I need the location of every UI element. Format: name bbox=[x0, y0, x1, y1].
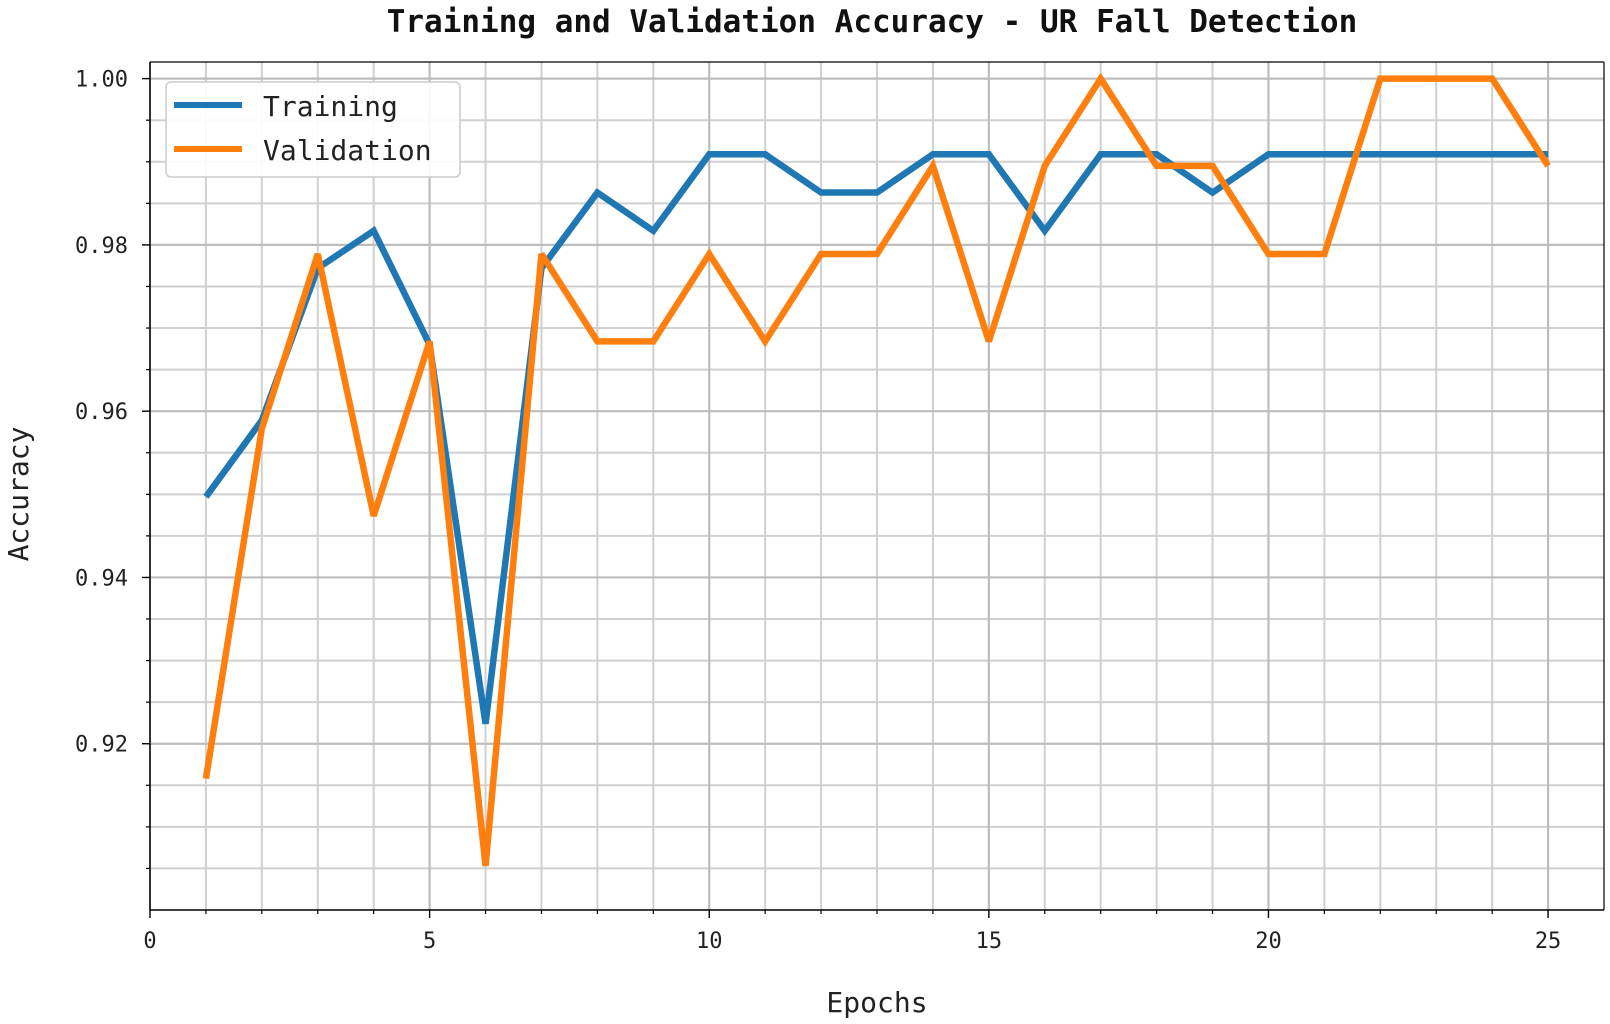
x-tick-label: 20 bbox=[1255, 929, 1282, 954]
y-axis-label: Accuracy bbox=[2, 427, 35, 562]
minor-gridlines bbox=[150, 62, 1604, 910]
x-tick-label: 0 bbox=[143, 929, 156, 954]
series-line-validation bbox=[202, 72, 1551, 867]
legend-label-validation: Validation bbox=[263, 134, 432, 167]
series-layer bbox=[202, 72, 1551, 867]
x-axis-label: Epochs bbox=[826, 986, 927, 1019]
y-tick-label: 1.00 bbox=[75, 68, 128, 93]
y-tick-label: 0.98 bbox=[75, 234, 128, 259]
y-tick-label: 0.92 bbox=[75, 733, 128, 758]
x-tick-label: 25 bbox=[1535, 929, 1562, 954]
chart-title: Training and Validation Accuracy - UR Fa… bbox=[387, 4, 1358, 40]
legend-label-training: Training bbox=[263, 90, 398, 123]
x-tick-label: 5 bbox=[423, 929, 436, 954]
y-tick-labels: 0.92 0.94 0.96 0.98 1.00 bbox=[75, 68, 128, 758]
y-tick-label: 0.94 bbox=[75, 566, 128, 591]
ticks-layer bbox=[142, 77, 1549, 918]
x-tick-label: 10 bbox=[696, 929, 723, 954]
x-tick-labels: 0 5 10 15 20 25 bbox=[143, 929, 1561, 954]
legend: Training Validation bbox=[165, 81, 461, 178]
major-gridlines bbox=[150, 62, 1604, 910]
y-tick-label: 0.96 bbox=[75, 400, 128, 425]
x-tick-label: 15 bbox=[976, 929, 1003, 954]
